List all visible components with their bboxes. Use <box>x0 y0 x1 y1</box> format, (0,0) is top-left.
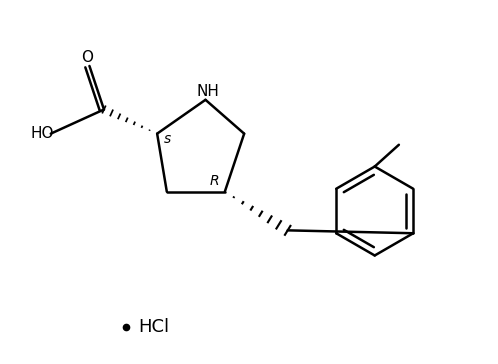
Text: R: R <box>209 174 219 188</box>
Text: HCl: HCl <box>138 318 169 336</box>
Text: NH: NH <box>197 84 219 99</box>
Text: O: O <box>81 50 93 65</box>
Text: s: s <box>164 132 171 146</box>
Text: HO: HO <box>30 126 54 141</box>
